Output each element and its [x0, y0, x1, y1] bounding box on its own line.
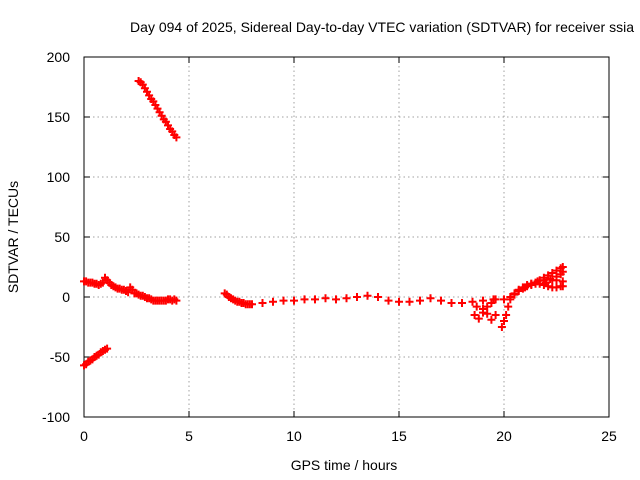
data-point: [479, 296, 487, 305]
chart-title: Day 094 of 2025, Sidereal Day-to-day VTE…: [130, 19, 634, 35]
data-point: [332, 295, 340, 304]
data-point: [384, 296, 393, 305]
y-tick-label: 200: [47, 49, 71, 65]
x-axis-label: GPS time / hours: [291, 457, 398, 473]
data-point: [279, 296, 288, 305]
x-tick-label: 10: [286, 428, 302, 444]
y-tick-label: 150: [47, 109, 71, 125]
data-point: [248, 300, 256, 309]
data-point: [172, 133, 181, 142]
x-tick-label: 25: [601, 428, 617, 444]
data-point: [426, 294, 435, 303]
data-point: [510, 290, 519, 299]
data-point: [172, 296, 181, 305]
x-tick-label: 15: [391, 428, 407, 444]
data-point: [491, 295, 500, 304]
data-point: [527, 279, 536, 288]
data-point: [502, 311, 511, 319]
data-point: [437, 296, 445, 305]
data-point: [552, 283, 561, 292]
data-point: [290, 296, 298, 305]
data-point: [470, 311, 479, 319]
data-point: [300, 295, 309, 304]
data-point: [521, 283, 529, 292]
data-point: [447, 299, 456, 307]
data-point: [342, 294, 351, 303]
y-axis: -100 -50 0 50 100 150 200: [42, 49, 609, 425]
data-point: [506, 293, 515, 301]
data-point: [500, 317, 508, 325]
data-point: [487, 299, 496, 307]
data-point: [497, 323, 506, 331]
data-point: [479, 305, 487, 313]
y-tick-label: 50: [54, 229, 70, 245]
data-point: [514, 287, 523, 295]
data-point: [504, 302, 513, 311]
data-point: [395, 297, 403, 306]
data-point: [258, 299, 267, 307]
data-point: [558, 277, 567, 286]
data-point: [458, 299, 466, 307]
data-point: [416, 296, 424, 305]
data-point: [548, 276, 557, 285]
data-points: [80, 77, 567, 370]
grid: [84, 57, 609, 417]
x-tick-label: 0: [80, 428, 88, 444]
data-point: [542, 278, 550, 287]
x-tick-label: 5: [185, 428, 193, 444]
data-point: [363, 291, 372, 300]
data-point: [405, 297, 414, 306]
data-point: [487, 315, 496, 324]
data-point: [124, 288, 133, 297]
data-point: [548, 269, 557, 277]
x-axis: 0 5 10 15 20 25: [80, 57, 617, 444]
data-point: [103, 344, 112, 353]
y-tick-label: -100: [42, 409, 70, 425]
data-point: [468, 297, 477, 306]
data-point: [374, 293, 382, 301]
data-point: [321, 294, 330, 303]
data-point: [311, 295, 319, 304]
data-point: [558, 267, 567, 276]
data-point: [474, 314, 483, 323]
data-point: [552, 272, 561, 281]
data-point: [533, 277, 542, 286]
x-tick-label: 20: [496, 428, 512, 444]
y-tick-label: 100: [47, 169, 71, 185]
data-point: [483, 309, 492, 318]
data-point: [353, 293, 361, 301]
data-point: [472, 302, 481, 311]
data-point: [491, 311, 500, 319]
data-point: [269, 297, 277, 306]
y-tick-label: -50: [50, 349, 70, 365]
y-axis-label: SDTVAR / TECUs: [5, 181, 21, 293]
data-point: [483, 302, 492, 311]
y-tick-label: 0: [62, 289, 70, 305]
